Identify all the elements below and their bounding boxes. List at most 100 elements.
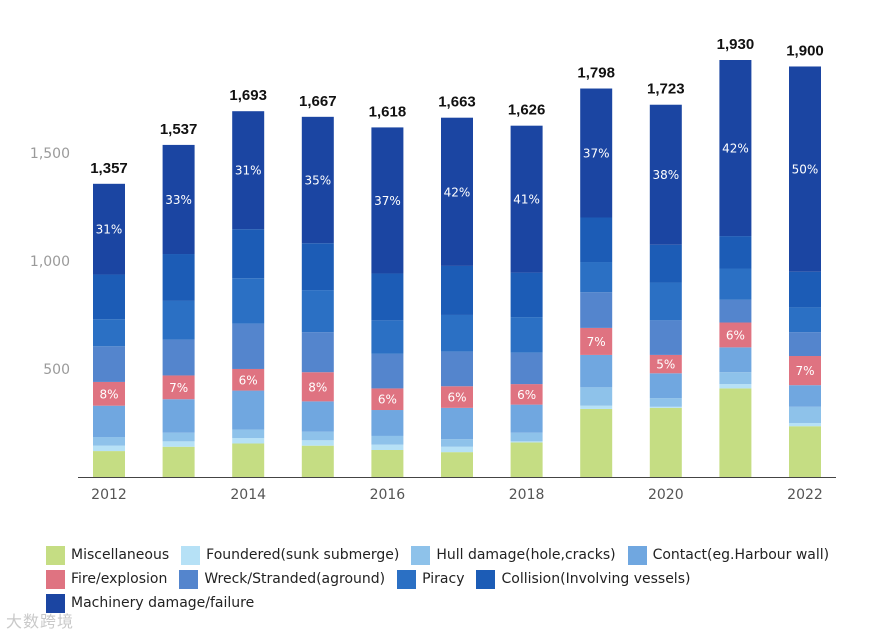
legend-label-contact: Contact(eg.Harbour wall) bbox=[652, 547, 830, 563]
legend-row-2: Fire/explosion Wreck/Stranded(aground) P… bbox=[46, 567, 866, 591]
bar-segment-2021-collision-involving-vessels- bbox=[719, 236, 752, 269]
legend-item-collision: Collision(Involving vessels) bbox=[476, 569, 691, 589]
segment-label-2017-machinery-damage-failure: 42% bbox=[444, 185, 471, 199]
legend-swatch-collision bbox=[476, 569, 496, 589]
bar-segment-2021-piracy bbox=[719, 268, 752, 300]
legend-label-machinery-damage: Machinery damage/failure bbox=[71, 595, 255, 611]
bar-segment-2012-piracy bbox=[93, 319, 125, 347]
bar-segment-2012-foundered-sunk-submerge- bbox=[93, 445, 125, 452]
bar-segment-2013-collision-involving-vessels- bbox=[162, 254, 195, 301]
watermark: 大数跨境 bbox=[6, 612, 75, 631]
legend-swatch-machinery-damage bbox=[46, 593, 65, 613]
bar-segment-2017-foundered-sunk-submerge- bbox=[441, 446, 473, 453]
bar-segment-2013-piracy bbox=[162, 300, 195, 340]
bar-segment-2012-wreck-stranded-aground- bbox=[93, 346, 125, 382]
bar-segment-2016-fire-explosion bbox=[371, 388, 404, 411]
bar-segment-2018-foundered-sunk-submerge- bbox=[510, 441, 543, 443]
legend-item-contact: Contact(eg.Harbour wall) bbox=[627, 545, 830, 565]
legend-label-hull-damage: Hull damage(hole,cracks) bbox=[436, 547, 616, 563]
segment-label-2019-fire-explosion: 7% bbox=[587, 335, 606, 349]
legend-label-wreck-stranded: Wreck/Stranded(aground) bbox=[204, 571, 386, 587]
bar-segment-2015-hull-damage-hole-cracks- bbox=[301, 431, 334, 441]
x-tick-label-2012: 2012 bbox=[91, 487, 127, 503]
bar-segment-2021-hull-damage-hole-cracks- bbox=[719, 372, 752, 385]
bar-segment-2019-hull-damage-hole-cracks- bbox=[580, 387, 613, 406]
bar-segment-2020-contact-eg-harbour-wall- bbox=[649, 373, 682, 399]
bar-segment-2015-contact-eg-harbour-wall- bbox=[301, 401, 334, 432]
bar-segment-2020-machinery-damage-failure bbox=[649, 104, 682, 245]
legend-swatch-wreck-stranded bbox=[179, 569, 199, 589]
legend-item-foundered: Foundered(sunk submerge) bbox=[181, 545, 399, 565]
bar-segment-2013-miscellaneous bbox=[162, 446, 195, 477]
bar-segment-2016-machinery-damage-failure bbox=[371, 127, 404, 274]
legend-swatch-fire-explosion bbox=[46, 569, 65, 589]
total-label-2017: 1,663 bbox=[438, 94, 476, 111]
y-tick-label-1,500: 1,500 bbox=[30, 146, 70, 162]
bar-segment-2018-wreck-stranded-aground- bbox=[510, 352, 543, 385]
bar-segment-2016-piracy bbox=[371, 320, 404, 354]
segment-label-2022-machinery-damage-failure: 50% bbox=[792, 163, 819, 177]
bar-segment-2015-miscellaneous bbox=[301, 445, 334, 477]
segment-label-2013-fire-explosion: 7% bbox=[169, 381, 188, 395]
bar-segment-2014-piracy bbox=[232, 278, 265, 324]
bar-segment-2016-collision-involving-vessels- bbox=[371, 273, 404, 321]
total-label-2012: 1,357 bbox=[90, 160, 128, 177]
segment-label-2012-fire-explosion: 8% bbox=[99, 387, 118, 401]
bar-segment-2021-foundered-sunk-submerge- bbox=[719, 384, 752, 389]
segment-label-2020-fire-explosion: 5% bbox=[656, 358, 675, 372]
segment-label-2014-fire-explosion: 6% bbox=[239, 373, 258, 387]
legend-label-collision: Collision(Involving vessels) bbox=[501, 571, 691, 587]
x-tick-label-2016: 2016 bbox=[370, 487, 406, 503]
legend-item-machinery-damage: Machinery damage/failure bbox=[46, 593, 255, 613]
bar-segment-2013-foundered-sunk-submerge- bbox=[162, 441, 195, 447]
bar-segment-2012-hull-damage-hole-cracks- bbox=[93, 437, 125, 446]
bar-segment-2020-piracy bbox=[649, 282, 682, 321]
bar-segment-2020-fire-explosion bbox=[649, 354, 682, 374]
segment-label-2016-fire-explosion: 6% bbox=[378, 393, 397, 407]
bar-segment-2020-miscellaneous bbox=[649, 407, 682, 477]
legend-label-fire-explosion: Fire/explosion bbox=[71, 571, 168, 587]
bar-segment-2020-foundered-sunk-submerge- bbox=[649, 406, 682, 408]
bar-segment-2012-fire-explosion bbox=[93, 381, 125, 406]
segment-label-2017-fire-explosion: 6% bbox=[447, 391, 466, 405]
total-label-2021: 1,930 bbox=[717, 36, 755, 53]
legend-row-1: Miscellaneous Foundered(sunk submerge) H… bbox=[46, 543, 866, 567]
bar-segment-2018-collision-involving-vessels- bbox=[510, 272, 543, 318]
bar-segment-2019-miscellaneous bbox=[580, 408, 613, 477]
segment-label-2016-machinery-damage-failure: 37% bbox=[374, 194, 401, 208]
total-label-2019: 1,798 bbox=[577, 65, 615, 82]
x-tick-label-2020: 2020 bbox=[648, 487, 684, 503]
bar-segment-2017-collision-involving-vessels- bbox=[441, 265, 473, 315]
bar-segment-2012-contact-eg-harbour-wall- bbox=[93, 405, 125, 438]
segment-label-2020-machinery-damage-failure: 38% bbox=[652, 168, 679, 182]
bar-segment-2014-miscellaneous bbox=[232, 443, 265, 477]
bar-segment-2014-wreck-stranded-aground- bbox=[232, 323, 265, 369]
bar-segment-2019-foundered-sunk-submerge- bbox=[580, 405, 613, 409]
bar-segment-2020-wreck-stranded-aground- bbox=[649, 320, 682, 355]
total-label-2013: 1,537 bbox=[160, 121, 198, 138]
legend-item-miscellaneous: Miscellaneous bbox=[46, 545, 169, 565]
bar-segment-2013-hull-damage-hole-cracks- bbox=[162, 432, 195, 442]
segment-label-2021-fire-explosion: 6% bbox=[726, 328, 745, 342]
legend-swatch-hull-damage bbox=[411, 545, 431, 565]
x-tick-label-2022: 2022 bbox=[787, 487, 823, 503]
bar-segment-2014-hull-damage-hole-cracks- bbox=[232, 429, 265, 439]
bar-segment-2022-contact-eg-harbour-wall- bbox=[789, 385, 821, 407]
y-tick-label-500: 500 bbox=[43, 362, 70, 378]
total-label-2018: 1,626 bbox=[508, 102, 546, 119]
bar-segment-2013-contact-eg-harbour-wall- bbox=[162, 399, 195, 433]
bar-segment-2017-miscellaneous bbox=[441, 452, 473, 477]
bar-segment-2012-miscellaneous bbox=[93, 451, 125, 477]
bar-segment-2015-wreck-stranded-aground- bbox=[301, 332, 334, 373]
bar-segment-2014-contact-eg-harbour-wall- bbox=[232, 390, 265, 430]
bar-segment-2022-hull-damage-hole-cracks- bbox=[789, 406, 821, 423]
bar-segment-2020-hull-damage-hole-cracks- bbox=[649, 398, 682, 407]
bar-segment-2020-collision-involving-vessels- bbox=[649, 244, 682, 283]
bar-segment-2021-fire-explosion bbox=[719, 322, 752, 348]
bar-segment-2017-wreck-stranded-aground- bbox=[441, 351, 473, 387]
legend-row-3: Machinery damage/failure bbox=[46, 591, 866, 615]
segment-label-2018-fire-explosion: 6% bbox=[517, 388, 536, 402]
segment-label-2013-machinery-damage-failure: 33% bbox=[165, 193, 192, 207]
bar-segment-2022-collision-involving-vessels- bbox=[789, 271, 821, 308]
bar-segment-2016-wreck-stranded-aground- bbox=[371, 353, 404, 389]
